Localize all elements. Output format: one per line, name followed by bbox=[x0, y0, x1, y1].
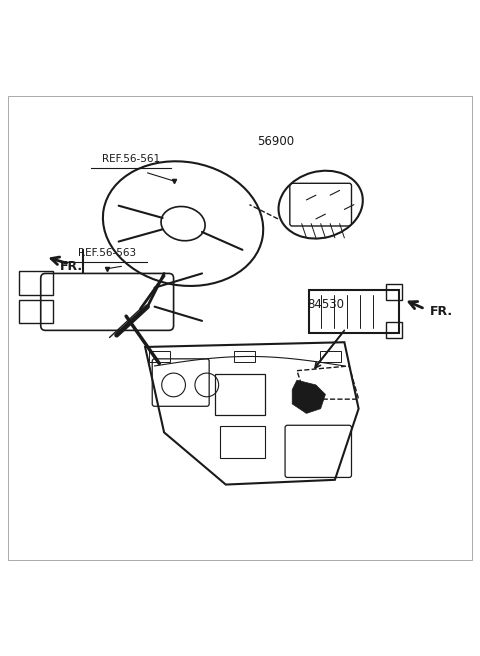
Text: 84530: 84530 bbox=[307, 298, 344, 312]
Text: REF.56-561: REF.56-561 bbox=[102, 154, 160, 164]
Text: FR.: FR. bbox=[430, 305, 453, 318]
Polygon shape bbox=[292, 380, 325, 413]
Text: 56900: 56900 bbox=[257, 134, 294, 148]
Text: FR.: FR. bbox=[60, 260, 83, 273]
Text: REF.56-563: REF.56-563 bbox=[78, 248, 136, 258]
